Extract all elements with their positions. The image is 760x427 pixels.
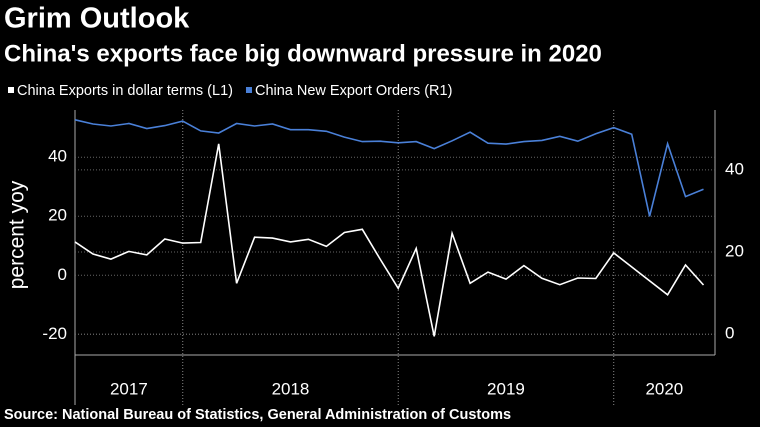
x-tick-label: 2018	[272, 379, 310, 398]
y-tick-label: 20	[48, 206, 67, 225]
legend-label: China New Export Orders (R1)	[255, 83, 452, 99]
y-tick-label: 40	[48, 147, 67, 166]
x-tick-label: 2017	[110, 379, 148, 398]
chart-title: Grim Outlook	[4, 3, 190, 35]
y-axis-label: percent yoy	[6, 180, 29, 289]
y-tick-label: 0	[58, 265, 67, 284]
y2-tick-label: 40	[725, 159, 744, 178]
source: Source: National Bureau of Statistics, G…	[4, 407, 511, 423]
y-tick-label: -20	[42, 324, 67, 343]
y2-tick-label: 0	[725, 324, 734, 343]
legend-swatch	[8, 87, 14, 93]
chart-subtitle: China's exports face big downward pressu…	[4, 40, 602, 67]
series-line	[74, 119, 704, 217]
legend-swatch	[245, 87, 252, 93]
x-tick-label: 2019	[487, 379, 525, 398]
x-tick-label: 2020	[645, 379, 683, 398]
y2-tick-label: 20	[725, 241, 744, 260]
series-line	[74, 143, 705, 337]
legend-label: China Exports in dollar terms (L1)	[17, 83, 233, 99]
